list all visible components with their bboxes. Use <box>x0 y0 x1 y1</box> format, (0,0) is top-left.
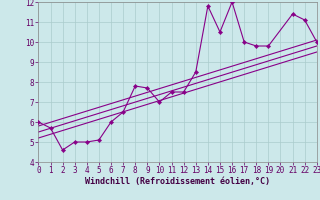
X-axis label: Windchill (Refroidissement éolien,°C): Windchill (Refroidissement éolien,°C) <box>85 177 270 186</box>
